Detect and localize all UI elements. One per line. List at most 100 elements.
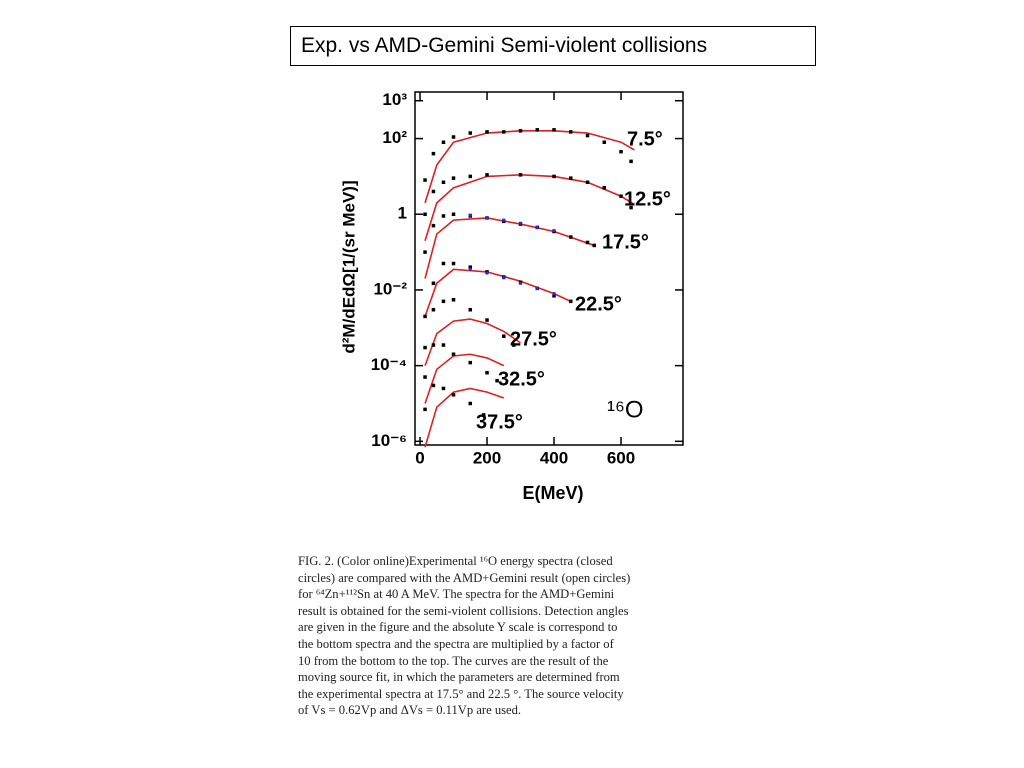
data-point bbox=[592, 243, 596, 248]
caption-line: 10 from the bottom to the top. The curve… bbox=[298, 653, 609, 668]
data-point bbox=[485, 173, 489, 177]
data-point bbox=[441, 140, 446, 144]
data-point bbox=[569, 299, 573, 304]
series-label: 7.5° bbox=[627, 128, 663, 150]
data-point bbox=[619, 149, 623, 154]
x-tick-label: 600 bbox=[607, 448, 635, 467]
caption-line: are given in the figure and the absolute… bbox=[298, 620, 618, 635]
data-point bbox=[468, 174, 473, 179]
x-tick-label: 200 bbox=[473, 448, 501, 467]
data-point bbox=[502, 334, 506, 338]
data-point bbox=[451, 298, 456, 302]
data-point bbox=[485, 370, 489, 375]
data-point bbox=[431, 307, 436, 312]
data-point bbox=[441, 214, 446, 218]
data-point bbox=[569, 130, 573, 134]
data-point bbox=[552, 174, 556, 179]
data-point bbox=[619, 194, 623, 198]
data-point bbox=[451, 352, 456, 356]
data-point bbox=[451, 393, 456, 397]
caption-line: the bottom spectra and the spectra are m… bbox=[298, 636, 614, 651]
annotation: ¹⁶O bbox=[607, 396, 644, 423]
data-point bbox=[585, 180, 590, 185]
data-point bbox=[602, 186, 607, 190]
caption-line: of Vs = 0.62Vp and ΔVs = 0.11Vp are used… bbox=[298, 703, 522, 718]
amd-point bbox=[535, 286, 539, 290]
data-point bbox=[423, 314, 427, 319]
data-point bbox=[441, 343, 446, 347]
data-point bbox=[423, 375, 427, 379]
x-tick-label: 400 bbox=[540, 448, 568, 467]
data-point bbox=[535, 128, 540, 132]
fit-curve bbox=[424, 387, 505, 448]
data-point bbox=[441, 180, 446, 185]
y-tick-label: 10⁻⁴ bbox=[371, 355, 407, 374]
amd-point bbox=[552, 292, 556, 296]
fit-curve bbox=[424, 217, 595, 279]
data-point bbox=[468, 131, 473, 135]
data-point bbox=[431, 223, 436, 228]
plot-frame bbox=[414, 91, 684, 446]
y-tick-label: 1 bbox=[398, 204, 407, 223]
data-point bbox=[518, 173, 523, 177]
data-point bbox=[495, 378, 499, 383]
caption-line: moving source fit, in which the paramete… bbox=[298, 670, 620, 685]
amd-point bbox=[485, 216, 489, 220]
data-point bbox=[431, 189, 436, 194]
series-label: 32.5° bbox=[498, 368, 545, 390]
data-point bbox=[629, 159, 633, 164]
data-point bbox=[468, 360, 473, 365]
amd-point bbox=[535, 225, 539, 229]
data-point bbox=[441, 261, 446, 266]
data-point bbox=[485, 318, 489, 322]
x-axis-title: E(MeV) bbox=[522, 483, 583, 503]
y-axis-title: d²M/dEdΩ[1/(sr MeV)] bbox=[339, 180, 358, 353]
data-point bbox=[423, 178, 427, 182]
data-point bbox=[451, 135, 456, 139]
data-point bbox=[569, 176, 573, 180]
series-label: 27.5° bbox=[510, 328, 557, 350]
chart: E(MeV) d²M/dEdΩ[1/(sr MeV)] ¹⁶O 10³ 10² 1 1… bbox=[339, 90, 684, 503]
data-point bbox=[423, 407, 427, 412]
data-point bbox=[485, 130, 489, 134]
caption-line: result is obtained for the semi-violent … bbox=[298, 603, 629, 618]
fit-curve bbox=[424, 318, 521, 366]
data-point bbox=[552, 294, 556, 298]
amd-point bbox=[468, 267, 472, 271]
data-point bbox=[431, 151, 436, 156]
data-point bbox=[481, 413, 486, 417]
x-tick-label: 0 bbox=[415, 448, 424, 467]
data-point bbox=[629, 205, 633, 210]
y-tick-label: 10⁻² bbox=[373, 279, 407, 298]
data-point bbox=[552, 128, 556, 132]
y-tick-label: 10⁻⁶ bbox=[371, 431, 407, 450]
amd-point bbox=[468, 213, 472, 217]
data-point bbox=[451, 212, 456, 217]
data-point bbox=[569, 235, 573, 239]
amd-point bbox=[502, 276, 506, 280]
data-point bbox=[431, 383, 436, 388]
y-tick-label: 10³ bbox=[382, 90, 407, 109]
data-point bbox=[585, 240, 590, 245]
data-point bbox=[502, 130, 506, 134]
data-point bbox=[423, 345, 427, 350]
data-point bbox=[602, 140, 607, 144]
data-point bbox=[512, 343, 516, 347]
caption-line: the experimental spectra at 17.5° and 22… bbox=[298, 686, 624, 701]
data-point bbox=[441, 299, 446, 304]
amd-point bbox=[519, 221, 523, 225]
data-point bbox=[518, 129, 523, 133]
series-label: 12.5° bbox=[624, 188, 671, 210]
fit-curve bbox=[424, 268, 572, 317]
caption-line: circles) are compared with the AMD+Gemin… bbox=[298, 570, 631, 585]
data-point bbox=[451, 176, 456, 180]
data-point bbox=[431, 281, 436, 286]
amd-point bbox=[502, 218, 506, 222]
caption-line: FIG. 2. (Color online)Experimental ¹⁶O e… bbox=[298, 554, 613, 568]
caption-line: for ⁶⁴Zn+¹¹²Sn at 40 A MeV. The spectra … bbox=[298, 587, 615, 602]
slide-title: Exp. vs AMD-Gemini Semi-violent collisio… bbox=[290, 26, 816, 66]
data-point bbox=[468, 265, 473, 269]
caption: FIG. 2. (Color online)Experimental ¹⁶O e… bbox=[298, 553, 630, 719]
data-point bbox=[468, 401, 473, 406]
